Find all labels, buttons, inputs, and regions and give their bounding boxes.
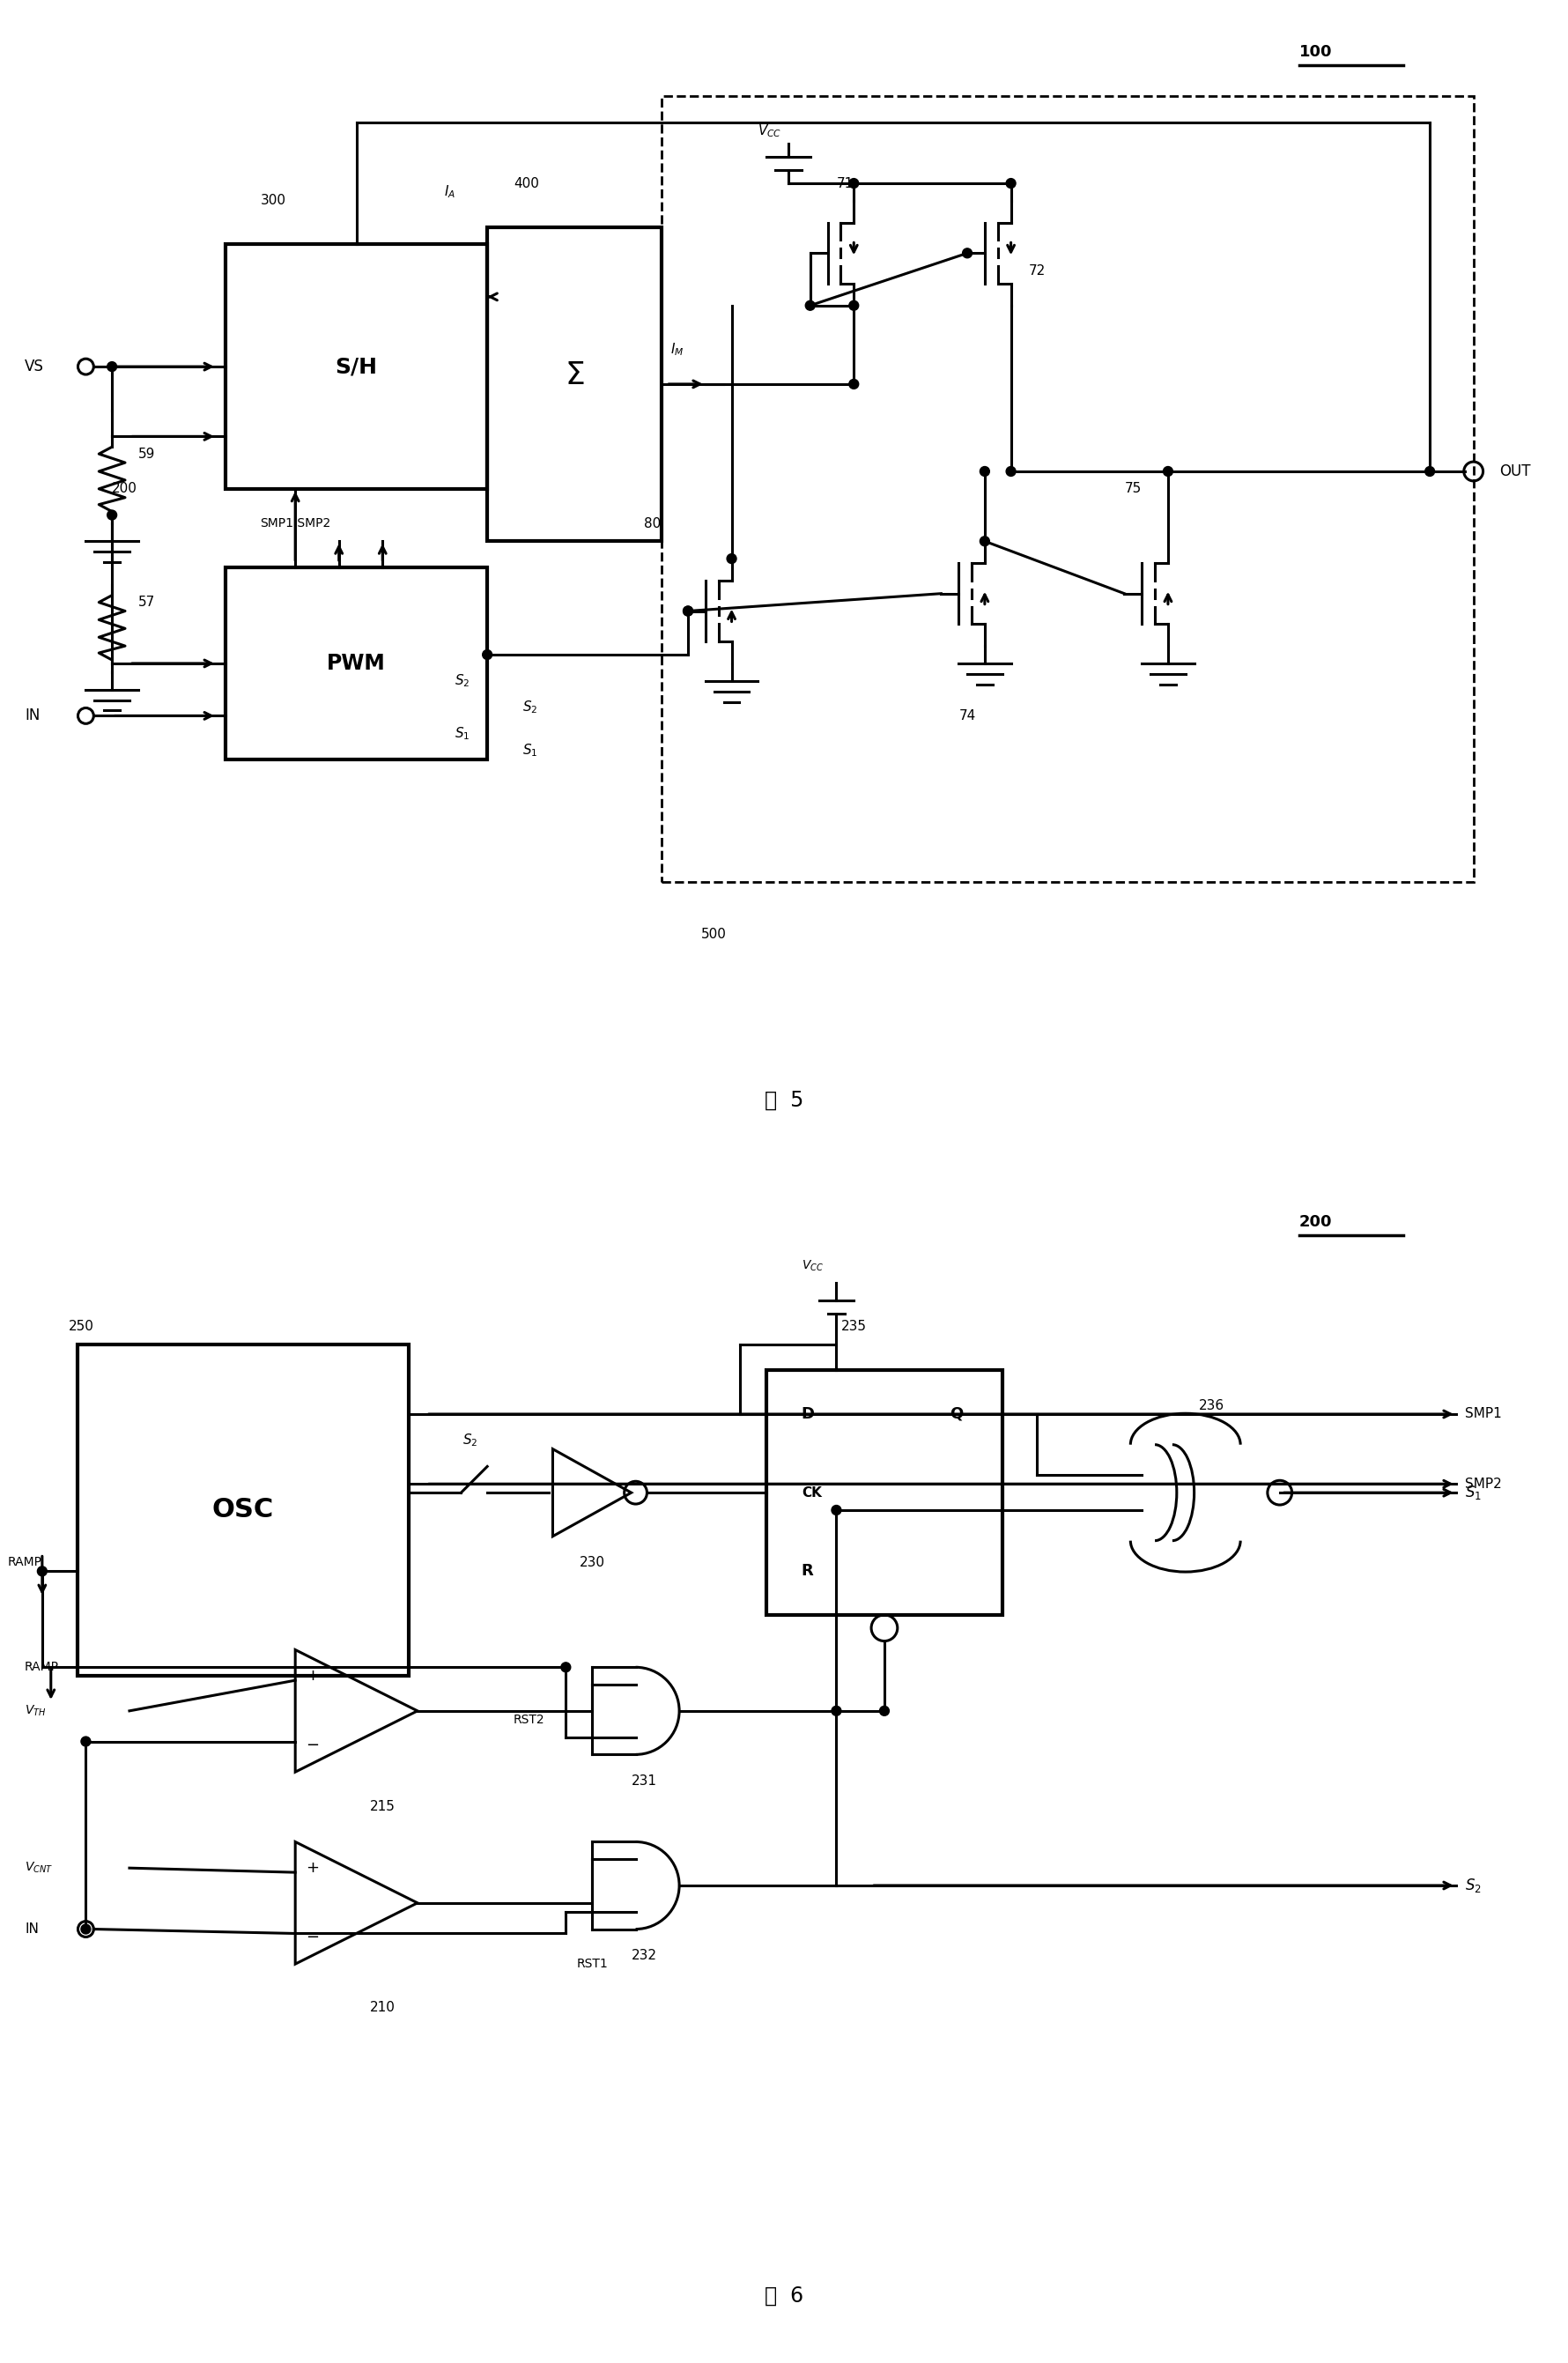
Text: 500: 500 [701,926,728,940]
Text: 230: 230 [579,1555,605,1569]
Bar [662,97,1474,881]
Text: SMP1,SMP2: SMP1,SMP2 [260,517,331,529]
Bar [77,1345,409,1675]
Bar [226,243,488,489]
Circle shape [561,1664,571,1673]
Bar [767,1371,1002,1614]
Text: $S_2$: $S_2$ [463,1432,478,1449]
Text: 72: 72 [1029,265,1046,276]
Text: 图  5: 图 5 [765,1089,803,1111]
Text: $S_2$: $S_2$ [1465,1876,1482,1895]
Text: $V_{CNT}$: $V_{CNT}$ [25,1860,53,1876]
Text: $V_{CC}$: $V_{CC}$ [801,1259,823,1274]
Text: 80: 80 [644,517,662,529]
Text: $S_1$: $S_1$ [522,742,538,759]
Text: RAMP: RAMP [8,1557,42,1569]
Text: −: − [306,1931,320,1945]
Text: +: + [306,1668,320,1685]
Text: 75: 75 [1124,482,1142,496]
Text: CK: CK [801,1486,822,1498]
Text: −: − [306,1737,320,1753]
Circle shape [1163,466,1173,477]
Text: RAMP: RAMP [25,1661,60,1673]
Circle shape [848,180,859,189]
Text: 57: 57 [138,595,155,610]
Circle shape [483,650,492,659]
Circle shape [831,1505,840,1515]
Text: OSC: OSC [212,1498,274,1522]
Text: 图  6: 图 6 [765,2285,803,2306]
Text: $I_A$: $I_A$ [444,184,455,201]
Text: $V_{CC}$: $V_{CC}$ [757,123,782,139]
Circle shape [82,1923,91,1933]
Text: 71: 71 [836,177,853,189]
Circle shape [684,607,693,617]
Text: $S_2$: $S_2$ [455,673,470,690]
Text: 235: 235 [840,1321,867,1333]
Circle shape [848,380,859,390]
Circle shape [980,466,989,477]
Text: $S_1$: $S_1$ [1465,1484,1482,1501]
Circle shape [980,536,989,546]
Text: RST1: RST1 [577,1959,608,1971]
Text: 300: 300 [260,194,285,208]
Circle shape [880,1706,889,1716]
Text: 200: 200 [1298,1215,1331,1231]
Bar [226,567,488,759]
Text: R: R [801,1564,814,1578]
Circle shape [1007,466,1016,477]
Circle shape [848,300,859,310]
Text: 236: 236 [1200,1399,1225,1413]
Text: D: D [801,1406,815,1423]
Text: $S_2$: $S_2$ [522,699,538,716]
Circle shape [38,1567,47,1576]
Text: 200: 200 [111,482,138,496]
Circle shape [831,1706,840,1716]
Text: IN: IN [25,1923,39,1935]
Circle shape [684,607,693,617]
Text: 59: 59 [138,447,155,461]
Circle shape [728,553,737,562]
Text: SMP2: SMP2 [1465,1477,1502,1491]
Text: +: + [306,1860,320,1876]
Text: 231: 231 [632,1775,657,1786]
Text: SMP1: SMP1 [1465,1408,1502,1420]
Bar [488,227,662,541]
Text: RST2: RST2 [513,1713,544,1725]
Circle shape [963,248,972,258]
Text: $V_{TH}$: $V_{TH}$ [25,1704,47,1718]
Text: VS: VS [25,359,44,376]
Text: 210: 210 [370,2001,395,2013]
Text: 400: 400 [513,177,539,189]
Text: $S_1$: $S_1$ [455,725,470,742]
Circle shape [107,510,116,520]
Text: 232: 232 [632,1949,657,1961]
Text: 250: 250 [69,1321,94,1333]
Circle shape [806,300,815,310]
Circle shape [1425,466,1435,477]
Text: OUT: OUT [1499,463,1530,480]
Circle shape [107,362,116,371]
Text: IN: IN [25,709,41,723]
Text: Q: Q [950,1406,963,1423]
Text: $\Sigma$: $\Sigma$ [564,362,585,390]
Text: PWM: PWM [328,652,386,673]
Text: 74: 74 [958,709,975,723]
Text: S/H: S/H [336,357,378,378]
Text: 215: 215 [370,1801,395,1812]
Text: 100: 100 [1298,45,1331,61]
Circle shape [1007,180,1016,189]
Text: $I_M$: $I_M$ [671,340,684,357]
Circle shape [82,1737,91,1746]
